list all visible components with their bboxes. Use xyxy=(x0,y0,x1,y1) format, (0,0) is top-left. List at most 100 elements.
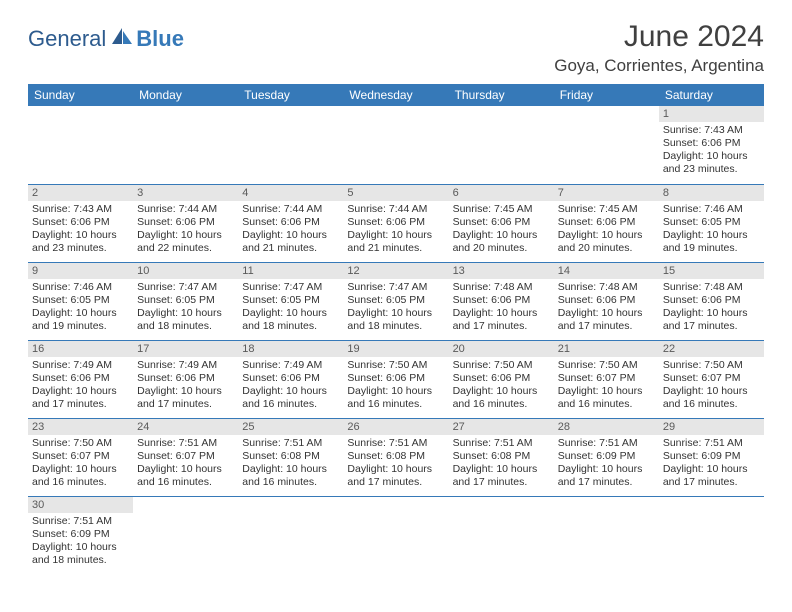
day-number: 14 xyxy=(554,263,659,279)
calendar-cell xyxy=(659,496,764,574)
day-number: 4 xyxy=(238,185,343,201)
day-body: Sunrise: 7:48 AMSunset: 6:06 PMDaylight:… xyxy=(659,279,764,338)
day-body: Sunrise: 7:51 AMSunset: 6:08 PMDaylight:… xyxy=(343,435,448,494)
calendar-body: 1Sunrise: 7:43 AMSunset: 6:06 PMDaylight… xyxy=(28,106,764,574)
location-text: Goya, Corrientes, Argentina xyxy=(554,56,764,76)
day-body: Sunrise: 7:51 AMSunset: 6:09 PMDaylight:… xyxy=(28,513,133,572)
calendar-cell: 2Sunrise: 7:43 AMSunset: 6:06 PMDaylight… xyxy=(28,184,133,262)
day-body: Sunrise: 7:50 AMSunset: 6:07 PMDaylight:… xyxy=(659,357,764,416)
calendar-cell: 11Sunrise: 7:47 AMSunset: 6:05 PMDayligh… xyxy=(238,262,343,340)
day-header: Friday xyxy=(554,84,659,106)
sail-icon xyxy=(110,26,134,52)
day-header: Tuesday xyxy=(238,84,343,106)
day-body: Sunrise: 7:49 AMSunset: 6:06 PMDaylight:… xyxy=(238,357,343,416)
day-header-row: SundayMondayTuesdayWednesdayThursdayFrid… xyxy=(28,84,764,106)
day-header: Thursday xyxy=(449,84,554,106)
day-number: 22 xyxy=(659,341,764,357)
day-number: 21 xyxy=(554,341,659,357)
calendar-cell: 28Sunrise: 7:51 AMSunset: 6:09 PMDayligh… xyxy=(554,418,659,496)
logo-text-1: General xyxy=(28,26,106,52)
title-block: June 2024 Goya, Corrientes, Argentina xyxy=(554,20,764,76)
day-number: 13 xyxy=(449,263,554,279)
calendar-week: 16 Sunrise: 7:49 AMSunset: 6:06 PMDayligh… xyxy=(28,340,764,418)
day-number: 25 xyxy=(238,419,343,435)
calendar-week: 30Sunrise: 7:51 AMSunset: 6:09 PMDayligh… xyxy=(28,496,764,574)
day-number: 17 xyxy=(133,341,238,357)
calendar-cell: 5Sunrise: 7:44 AMSunset: 6:06 PMDaylight… xyxy=(343,184,448,262)
day-number: 20 xyxy=(449,341,554,357)
calendar-cell: 23Sunrise: 7:50 AMSunset: 6:07 PMDayligh… xyxy=(28,418,133,496)
calendar-cell: 22Sunrise: 7:50 AMSunset: 6:07 PMDayligh… xyxy=(659,340,764,418)
calendar-cell: 13Sunrise: 7:48 AMSunset: 6:06 PMDayligh… xyxy=(449,262,554,340)
day-number: 18 xyxy=(238,341,343,357)
day-number: 5 xyxy=(343,185,448,201)
day-number: 3 xyxy=(133,185,238,201)
day-body: Sunrise: 7:51 AMSunset: 6:09 PMDaylight:… xyxy=(659,435,764,494)
calendar-cell: 16Sunrise: 7:49 AMSunset: 6:06 PMDayligh… xyxy=(28,340,133,418)
calendar-cell: 25Sunrise: 7:51 AMSunset: 6:08 PMDayligh… xyxy=(238,418,343,496)
calendar-week: 23Sunrise: 7:50 AMSunset: 6:07 PMDayligh… xyxy=(28,418,764,496)
calendar-week: 2Sunrise: 7:43 AMSunset: 6:06 PMDaylight… xyxy=(28,184,764,262)
calendar-cell: 17Sunrise: 7:49 AMSunset: 6:06 PMDayligh… xyxy=(133,340,238,418)
day-number: 6 xyxy=(449,185,554,201)
day-number: 24 xyxy=(133,419,238,435)
calendar-cell: 1Sunrise: 7:43 AMSunset: 6:06 PMDaylight… xyxy=(659,106,764,184)
calendar-cell xyxy=(343,496,448,574)
day-body: Sunrise: 7:50 AMSunset: 6:06 PMDaylight:… xyxy=(343,357,448,416)
calendar-cell xyxy=(554,106,659,184)
calendar-week: 1Sunrise: 7:43 AMSunset: 6:06 PMDaylight… xyxy=(28,106,764,184)
calendar-cell xyxy=(28,106,133,184)
day-number: 15 xyxy=(659,263,764,279)
day-body: Sunrise: 7:46 AMSunset: 6:05 PMDaylight:… xyxy=(28,279,133,338)
logo-text-2: Blue xyxy=(136,26,184,52)
day-body: Sunrise: 7:51 AMSunset: 6:09 PMDaylight:… xyxy=(554,435,659,494)
calendar-cell: 27Sunrise: 7:51 AMSunset: 6:08 PMDayligh… xyxy=(449,418,554,496)
calendar-cell: 10Sunrise: 7:47 AMSunset: 6:05 PMDayligh… xyxy=(133,262,238,340)
day-number: 2 xyxy=(28,185,133,201)
day-body: Sunrise: 7:47 AMSunset: 6:05 PMDaylight:… xyxy=(238,279,343,338)
day-body: Sunrise: 7:47 AMSunset: 6:05 PMDaylight:… xyxy=(343,279,448,338)
day-number: 26 xyxy=(343,419,448,435)
calendar-cell xyxy=(449,106,554,184)
calendar-cell xyxy=(133,496,238,574)
calendar-cell: 8Sunrise: 7:46 AMSunset: 6:05 PMDaylight… xyxy=(659,184,764,262)
day-body: Sunrise: 7:48 AMSunset: 6:06 PMDaylight:… xyxy=(554,279,659,338)
day-header: Wednesday xyxy=(343,84,448,106)
day-body: Sunrise: 7:50 AMSunset: 6:07 PMDaylight:… xyxy=(28,435,133,494)
day-number: 10 xyxy=(133,263,238,279)
calendar-cell: 9Sunrise: 7:46 AMSunset: 6:05 PMDaylight… xyxy=(28,262,133,340)
calendar-cell xyxy=(238,106,343,184)
day-body: Sunrise: 7:50 AMSunset: 6:07 PMDaylight:… xyxy=(554,357,659,416)
calendar-cell: 20Sunrise: 7:50 AMSunset: 6:06 PMDayligh… xyxy=(449,340,554,418)
day-body: Sunrise: 7:46 AMSunset: 6:05 PMDaylight:… xyxy=(659,201,764,260)
day-header: Sunday xyxy=(28,84,133,106)
calendar-cell xyxy=(554,496,659,574)
calendar-cell: 21Sunrise: 7:50 AMSunset: 6:07 PMDayligh… xyxy=(554,340,659,418)
day-number: 23 xyxy=(28,419,133,435)
day-body: Sunrise: 7:43 AMSunset: 6:06 PMDaylight:… xyxy=(659,122,764,181)
day-header: Saturday xyxy=(659,84,764,106)
calendar-cell: 26Sunrise: 7:51 AMSunset: 6:08 PMDayligh… xyxy=(343,418,448,496)
calendar-cell xyxy=(133,106,238,184)
header: General Blue June 2024 Goya, Corrientes,… xyxy=(28,20,764,76)
day-body: Sunrise: 7:43 AMSunset: 6:06 PMDaylight:… xyxy=(28,201,133,260)
day-body: Sunrise: 7:45 AMSunset: 6:06 PMDaylight:… xyxy=(449,201,554,260)
day-number: 8 xyxy=(659,185,764,201)
day-number: 16 xyxy=(28,341,133,357)
day-body: Sunrise: 7:48 AMSunset: 6:06 PMDaylight:… xyxy=(449,279,554,338)
calendar-cell: 6Sunrise: 7:45 AMSunset: 6:06 PMDaylight… xyxy=(449,184,554,262)
calendar-cell xyxy=(449,496,554,574)
day-body: Sunrise: 7:44 AMSunset: 6:06 PMDaylight:… xyxy=(343,201,448,260)
calendar-cell: 3Sunrise: 7:44 AMSunset: 6:06 PMDaylight… xyxy=(133,184,238,262)
day-number: 28 xyxy=(554,419,659,435)
calendar-cell: 15Sunrise: 7:48 AMSunset: 6:06 PMDayligh… xyxy=(659,262,764,340)
calendar-cell: 4Sunrise: 7:44 AMSunset: 6:06 PMDaylight… xyxy=(238,184,343,262)
day-header: Monday xyxy=(133,84,238,106)
day-body: Sunrise: 7:44 AMSunset: 6:06 PMDaylight:… xyxy=(133,201,238,260)
calendar-cell: 19Sunrise: 7:50 AMSunset: 6:06 PMDayligh… xyxy=(343,340,448,418)
day-body: Sunrise: 7:45 AMSunset: 6:06 PMDaylight:… xyxy=(554,201,659,260)
calendar-cell: 30Sunrise: 7:51 AMSunset: 6:09 PMDayligh… xyxy=(28,496,133,574)
calendar-cell xyxy=(343,106,448,184)
day-number: 9 xyxy=(28,263,133,279)
day-number: 1 xyxy=(659,106,764,122)
